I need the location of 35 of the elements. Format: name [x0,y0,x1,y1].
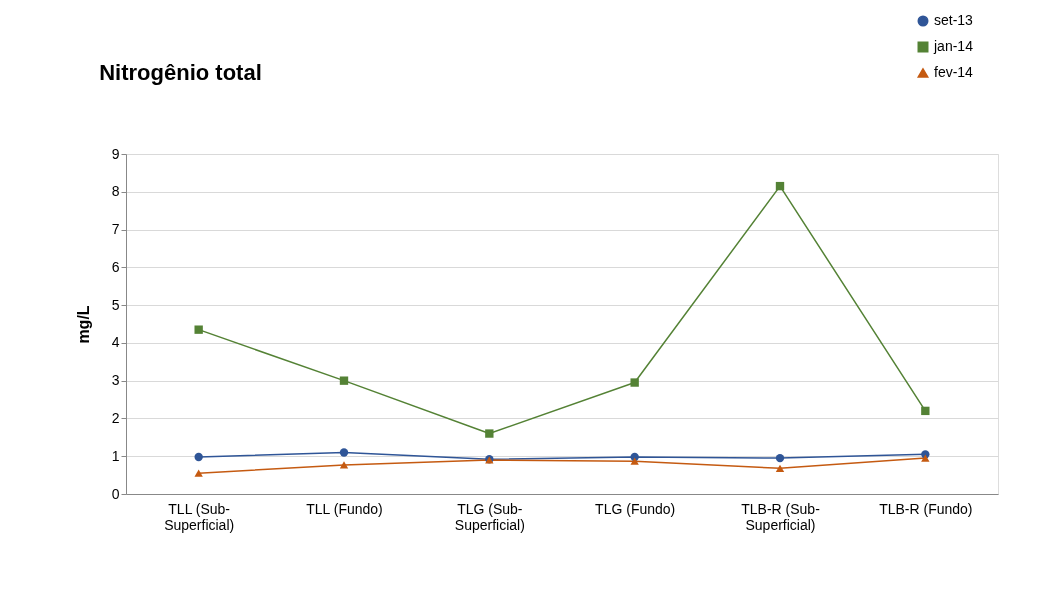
y-tick-label: 1 [111,447,120,464]
y-axis-title: mg/L [74,305,92,344]
y-tick-label: 4 [111,334,120,351]
point [630,457,639,465]
point [921,454,930,462]
y-tick-label: 8 [111,183,120,200]
y-tick-label: 0 [111,485,120,502]
point [194,469,203,477]
y-tick-label: 6 [111,258,120,275]
y-tick-label: 5 [111,296,120,313]
point [194,452,203,462]
x-tick-label: TLG (Fundo) [595,500,676,517]
x-tick-label: TLL (Fundo) [306,500,383,517]
x-tick-label: TLL (Sub-Superficial) [164,500,235,533]
point [339,461,349,469]
point [775,181,785,191]
point [339,448,349,457]
legend-label: set-13 [934,12,974,28]
point [775,453,785,463]
x-tick-label: TLB-R (Fundo) [879,500,973,517]
legend-label: jan-14 [933,38,974,54]
y-tick-label: 9 [111,145,120,162]
legend-label: fev-14 [934,64,974,80]
x-tick-label: TLB-R (Sub-Superficial) [741,500,821,533]
x-tick-label: TLG (Sub-Superficial) [454,500,525,533]
point [485,429,494,438]
y-tick-label: 2 [111,409,120,426]
point [630,378,639,387]
point [339,376,349,385]
point [194,325,203,334]
point [775,464,785,472]
chart-title: Nitrogênio total [99,60,262,85]
point [921,406,930,416]
y-tick-label: 3 [111,372,120,389]
y-tick-label: 7 [111,221,120,238]
